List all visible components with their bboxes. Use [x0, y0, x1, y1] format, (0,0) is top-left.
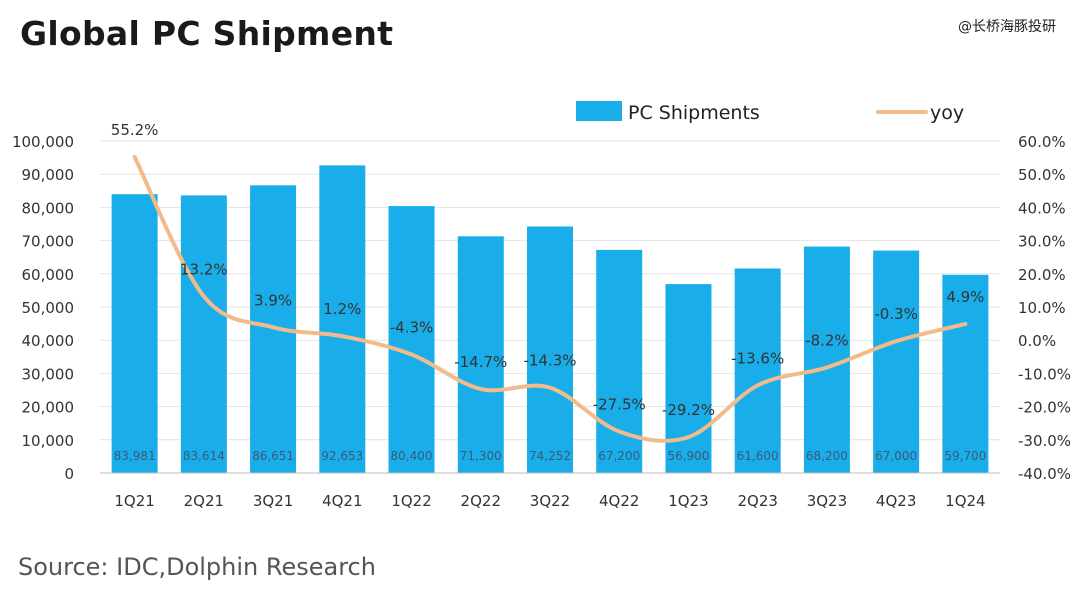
- bar-value-label: 67,200: [598, 449, 640, 463]
- y-right-tick-label: 10.0%: [1018, 299, 1066, 317]
- bar: [665, 284, 712, 473]
- yoy-value-label: -14.3%: [523, 352, 576, 370]
- y-right-tick-label: -30.0%: [1018, 432, 1071, 450]
- bar-value-label: 83,614: [183, 449, 225, 463]
- x-tick-label: 4Q23: [876, 492, 916, 510]
- yoy-value-label: -8.2%: [805, 331, 849, 349]
- y-left-tick-label: 20,000: [22, 399, 75, 417]
- bar-value-label: 61,600: [737, 449, 779, 463]
- bar: [873, 250, 920, 473]
- bar: [734, 268, 781, 473]
- bar-value-label: 56,900: [667, 449, 709, 463]
- bar: [596, 249, 643, 473]
- y-right-tick-label: 50.0%: [1018, 166, 1066, 184]
- source-note: Source: IDC,Dolphin Research: [18, 553, 376, 581]
- bar-value-label: 71,300: [460, 449, 502, 463]
- chart-title: Global PC Shipment: [20, 14, 394, 53]
- y-left-tick-label: 0: [64, 465, 74, 483]
- yoy-value-label: -27.5%: [593, 396, 646, 414]
- x-tick-label: 1Q23: [668, 492, 708, 510]
- yoy-value-label: 4.9%: [946, 288, 984, 306]
- bar-value-label: 74,252: [529, 449, 571, 463]
- y-right-tick-label: -10.0%: [1018, 365, 1071, 383]
- y-right-tick-label: 20.0%: [1018, 266, 1066, 284]
- yoy-value-label: -4.3%: [390, 318, 434, 336]
- y-right-tick-label: -40.0%: [1018, 465, 1071, 483]
- y-left-tick-label: 50,000: [22, 299, 75, 317]
- yoy-value-label: -13.6%: [731, 349, 784, 367]
- legend-bar-label: PC Shipments: [628, 102, 760, 124]
- bar-value-label: 86,651: [252, 449, 294, 463]
- x-tick-label: 1Q22: [391, 492, 431, 510]
- axes-layer: 0 10,000 20,000 30,000 40,000 50,000 60,000 70,…: [12, 133, 1071, 510]
- x-tick-label: 1Q21: [114, 492, 154, 510]
- x-tick-label: 3Q23: [807, 492, 847, 510]
- yoy-value-label: 13.2%: [180, 260, 228, 278]
- y-right-tick-label: 30.0%: [1018, 233, 1066, 251]
- x-tick-label: 2Q21: [184, 492, 224, 510]
- bars-layer: [111, 165, 989, 474]
- x-tick-label: 3Q21: [253, 492, 293, 510]
- yoy-value-label: -0.3%: [874, 305, 918, 323]
- bar: [942, 274, 989, 473]
- bar-value-label: 59,700: [944, 449, 986, 463]
- yoy-value-label: 3.9%: [254, 291, 292, 309]
- yoy-value-label: 55.2%: [111, 121, 159, 139]
- yoy-value-label: -29.2%: [662, 401, 715, 419]
- bar-value-label: 92,653: [321, 449, 363, 463]
- bar: [388, 206, 435, 473]
- y-left-tick-label: 90,000: [22, 166, 75, 184]
- y-left-tick-label: 30,000: [22, 365, 75, 383]
- y-right-tick-label: 60.0%: [1018, 133, 1066, 151]
- legend-line-label: yoy: [930, 102, 964, 124]
- y-right-tick-label: -20.0%: [1018, 399, 1071, 417]
- y-left-tick-label: 80,000: [22, 199, 75, 217]
- y-right-tick-label: 0.0%: [1018, 332, 1056, 350]
- bar: [527, 226, 573, 473]
- y-left-tick-label: 70,000: [22, 233, 75, 251]
- y-left-tick-label: 40,000: [22, 332, 75, 350]
- yoy-line: [132, 154, 968, 443]
- line-layer: [132, 154, 968, 443]
- pct-labels-layer: 55.2% 13.2% 3.9% 1.2% -4.3% -14.7% -14.3% -27.5…: [111, 121, 985, 419]
- x-tick-label: 3Q22: [530, 492, 570, 510]
- bar-value-label: 80,400: [391, 449, 433, 463]
- yoy-value-label: -14.7%: [454, 353, 507, 371]
- x-tick-label: 4Q21: [322, 492, 362, 510]
- bar: [457, 236, 504, 473]
- bar-value-label: 67,000: [875, 449, 917, 463]
- y-left-tick-label: 100,000: [12, 133, 74, 151]
- x-tick-label: 2Q22: [461, 492, 501, 510]
- x-tick-label: 4Q22: [599, 492, 639, 510]
- y-right-tick-label: 40.0%: [1018, 199, 1066, 217]
- bar: [180, 195, 227, 473]
- bar: [803, 246, 850, 473]
- legend: PC Shipments yoy: [576, 101, 964, 124]
- watermark-text: @长桥海豚投研: [958, 19, 1056, 35]
- legend-bar-swatch: [576, 101, 622, 121]
- y-left-tick-label: 10,000: [22, 432, 75, 450]
- bar-labels-layer: 83,981 83,614 86,651 92,653 80,400 71,300 74,2…: [114, 449, 987, 463]
- yoy-value-label: 1.2%: [323, 300, 361, 318]
- bar-value-label: 68,200: [806, 449, 848, 463]
- bar-value-label: 83,981: [114, 449, 156, 463]
- x-tick-label: 1Q24: [945, 492, 985, 510]
- x-tick-label: 2Q23: [737, 492, 777, 510]
- bar: [319, 165, 366, 474]
- y-left-tick-label: 60,000: [22, 266, 75, 284]
- bar: [111, 194, 158, 473]
